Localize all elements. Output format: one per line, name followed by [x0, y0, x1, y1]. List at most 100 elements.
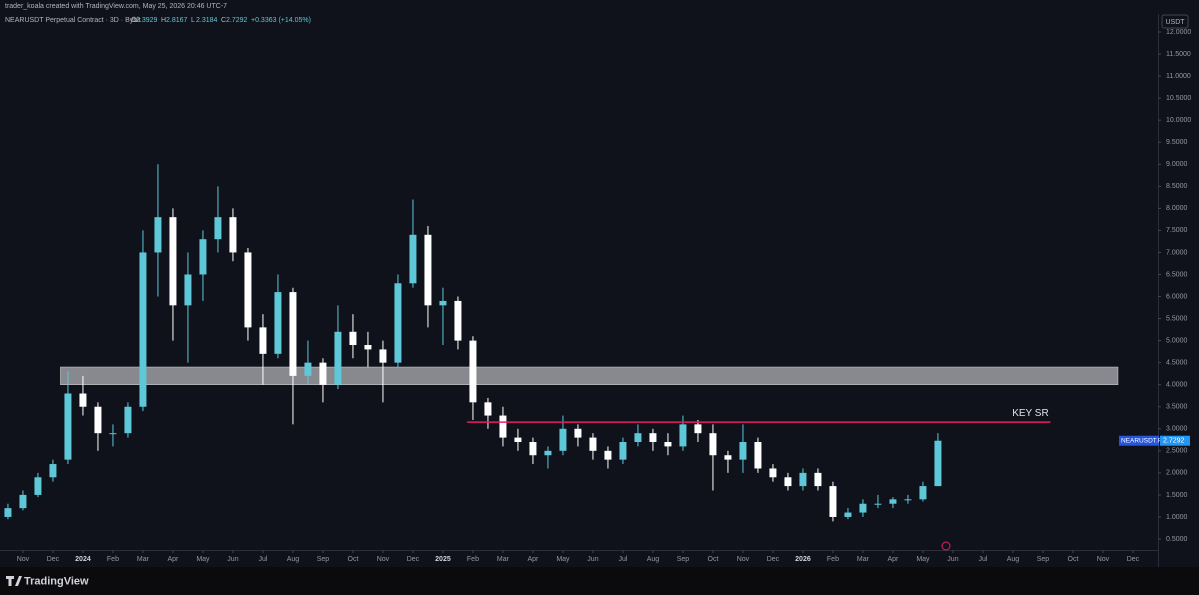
symbol-title: NEARUSDT Perpetual Contract · 3D · Bybit: [5, 17, 141, 24]
candle-body: [874, 503, 882, 505]
y-tick-label: 9.5000: [1166, 139, 1188, 146]
event-icon: [941, 541, 951, 551]
candle-body: [649, 433, 657, 443]
x-tick-label: 2025: [435, 556, 451, 563]
candle-body: [844, 512, 852, 517]
ohlc-label: O: [131, 17, 137, 24]
x-tick-label: Feb: [467, 556, 479, 563]
candle-body: [439, 300, 447, 306]
ohlc-label: H: [161, 17, 166, 24]
x-tick-label: Nov: [17, 556, 30, 563]
price-tag-bg: [1160, 435, 1190, 446]
candle-body: [94, 406, 102, 434]
y-tick-label: 6.5000: [1166, 271, 1188, 278]
candle-body: [364, 345, 372, 350]
candle-body: [934, 440, 942, 487]
candle-body: [394, 283, 402, 363]
y-tick-label: 6.0000: [1166, 293, 1188, 300]
x-tick-label: Oct: [1068, 556, 1079, 563]
candle-body: [169, 217, 177, 306]
candle-body: [259, 327, 267, 354]
x-tick-label: Dec: [407, 556, 420, 563]
x-tick-label: May: [916, 556, 930, 563]
currency: USDT: [1165, 19, 1185, 26]
candle-body: [19, 494, 27, 509]
candle-body: [109, 433, 117, 435]
candle-body: [334, 331, 342, 385]
x-tick-label: Feb: [827, 556, 839, 563]
brand-logo: TradingView: [6, 575, 89, 587]
x-tick-label: Jun: [227, 556, 238, 563]
y-tick-label: 9.0000: [1166, 161, 1188, 168]
candle-body: [829, 486, 837, 517]
x-tick-label: Apr: [887, 556, 899, 563]
x-tick-label: Oct: [348, 556, 359, 563]
ohlc-change: +0.3363 (+14.05%): [251, 17, 311, 24]
candle-body: [34, 477, 42, 495]
candle-body: [304, 362, 312, 376]
y-tick-label: 11.5000: [1166, 51, 1191, 58]
candle-body: [919, 486, 927, 500]
candle-body: [514, 437, 522, 443]
x-tick-label: Apr: [167, 556, 179, 563]
candle-body: [454, 300, 462, 341]
x-tick-label: Mar: [137, 556, 150, 563]
x-tick-label: Oct: [708, 556, 719, 563]
x-tick-label: Dec: [767, 556, 780, 563]
x-tick-label: Jul: [258, 556, 267, 563]
candle-body: [814, 472, 822, 487]
ohlc-value: 2.8167: [166, 17, 188, 24]
candle-body: [64, 393, 72, 460]
ohlc-value: 2.3184: [196, 17, 218, 24]
candle-body: [424, 234, 432, 306]
y-tick-label: 4.0000: [1166, 382, 1188, 389]
candle-body: [499, 415, 507, 438]
price-tag-symbol: NEARUSDT.P: [1121, 437, 1162, 444]
y-tick-label: 11.0000: [1166, 73, 1191, 80]
x-tick-label: Sep: [677, 556, 690, 563]
candle-body: [559, 428, 567, 451]
candle-body: [784, 477, 792, 487]
x-tick-label: Aug: [1007, 556, 1020, 563]
candle-body: [619, 442, 627, 460]
ohlc-legend: O 2.3929 H 2.8167 L 2.3184 C 2.7292 +0.3363 (+14…: [131, 17, 311, 24]
candle-body: [544, 450, 552, 456]
x-tick-label: Nov: [377, 556, 390, 563]
x-tick-label: Dec: [47, 556, 60, 563]
y-tick-label: 5.0000: [1166, 337, 1188, 344]
price-tag-value: 2.7292: [1163, 438, 1185, 445]
candle-body: [754, 442, 762, 469]
candle-body: [244, 252, 252, 328]
y-tick-label: 7.5000: [1166, 227, 1188, 234]
x-tick-label: Nov: [1097, 556, 1110, 563]
candle-body: [664, 442, 672, 447]
candle-body: [214, 217, 222, 240]
y-tick-label: 5.5000: [1166, 315, 1188, 322]
y-tick-label: 2.5000: [1166, 448, 1188, 455]
ohlc-label: L: [191, 17, 195, 24]
y-tick-label: 8.5000: [1166, 183, 1188, 190]
candle-body: [769, 468, 777, 478]
y-tick-label: 0.5000: [1166, 536, 1188, 543]
x-tick-label: 2024: [75, 556, 91, 563]
candle-body: [4, 508, 12, 517]
y-tick-label: 3.5000: [1166, 404, 1188, 411]
x-tick-label: Dec: [1127, 556, 1140, 563]
x-tick-label: May: [196, 556, 210, 563]
candle-body: [739, 442, 747, 460]
y-tick-label: 7.0000: [1166, 249, 1188, 256]
candle-body: [79, 393, 87, 407]
candle-body: [274, 292, 282, 354]
y-tick-label: 10.0000: [1166, 117, 1191, 124]
candle-body: [469, 340, 477, 403]
x-tick-label: Mar: [497, 556, 510, 563]
candle-body: [574, 428, 582, 438]
y-tick-label: 1.5000: [1166, 492, 1188, 499]
candle-body: [799, 472, 807, 487]
x-tick-label: 2026: [795, 556, 811, 563]
candle-body: [604, 450, 612, 460]
footer-bar: [0, 567, 1199, 595]
credit: trader_koala created with TradingView.co…: [5, 3, 227, 10]
candle-body: [859, 503, 867, 513]
